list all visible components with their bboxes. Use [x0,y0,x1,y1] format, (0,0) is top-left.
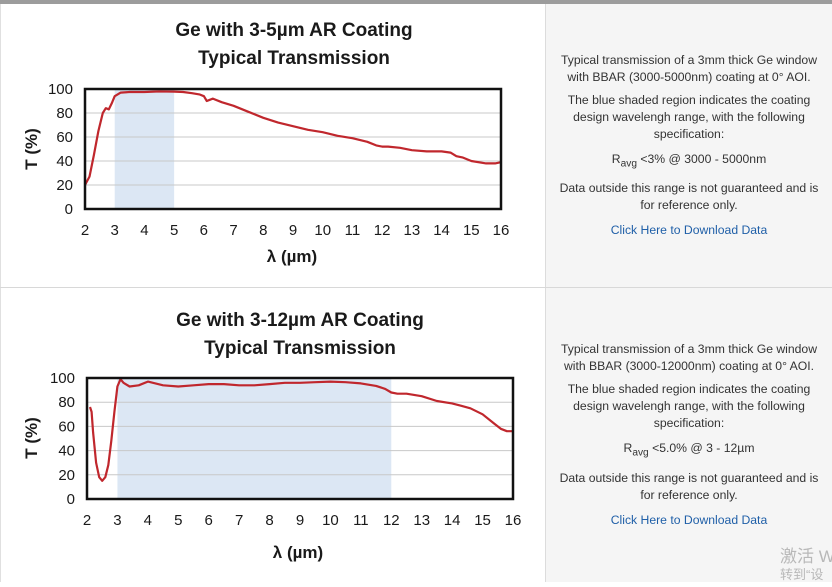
y-tick-label: 40 [58,443,75,460]
x-tick-label: 12 [374,222,391,239]
disclaimer-text: Data outside this range is not guarantee… [559,470,819,502]
activation-watermark: 激活 W 转到“设 [776,542,832,582]
y-tick-label: 40 [56,153,73,170]
x-tick-label: 6 [205,512,213,529]
x-tick-label: 2 [81,222,89,239]
x-tick-label: 11 [353,512,369,529]
watermark-line2: 转到“设 [780,567,824,582]
description-text: Typical transmission of a 3mm thick Ge w… [560,342,818,374]
transmission-chart-3-12um: Ge with 3-12µm AR Coating Typical Transm… [22,310,521,562]
x-tick-label: 5 [174,512,182,529]
chart-title-line2: Typical Transmission [204,338,396,359]
y-tick-label: 20 [56,177,73,194]
x-tick-label: 15 [463,222,480,239]
plot-frame [83,87,503,211]
transmission-line [84,90,502,186]
plot-frame [85,376,515,501]
chart-title-line1: Ge with 3-5µm AR Coating [175,20,412,41]
y-axis-label: T (%) [22,128,41,170]
x-axis-label: λ (µm) [267,247,317,266]
x-tick-label: 4 [140,222,148,239]
y-tick-label: 0 [65,201,73,218]
shaded-region-text: The blue shaded region indicates the coa… [567,92,811,141]
y-tick-label: 60 [58,418,75,435]
chart-cell: Ge with 3-12µm AR Coating Typical Transm… [0,288,546,582]
x-tick-label: 2 [83,512,91,529]
specification: Ravg <3% @ 3000 - 5000nm [612,151,766,172]
x-tick-label: 5 [170,222,178,239]
specification: Ravg <5.0% @ 3 - 12µm [624,440,755,461]
info-panel: Typical transmission of a 3mm thick Ge w… [545,4,832,287]
x-tick-label: 14 [444,512,461,529]
spec-value: <5.0% @ 3 - 12µm [648,441,755,456]
x-tick-label: 13 [413,512,430,529]
x-tick-label: 13 [404,222,421,239]
x-tick-label: 10 [322,512,339,529]
watermark-line1: 激活 W [780,547,832,566]
x-tick-label: 11 [345,222,361,239]
design-range-shading [114,89,175,209]
design-range-shading [117,378,392,499]
x-tick-label: 12 [383,512,400,529]
top-border [0,0,832,4]
disclaimer-text: Data outside this range is not guarantee… [559,181,819,213]
plot-area: 2 3 4 5 6 7 8 9 10 11 12 13 14 15 16 0 20 40 60 80 100 [50,370,521,529]
transmission-line [88,378,513,482]
info-panel: Typical transmission of a 3mm thick Ge w… [545,288,832,582]
download-data-link[interactable]: Click Here to Download Data [610,223,768,238]
y-tick-label: 100 [50,370,75,387]
x-tick-label: 10 [314,222,331,239]
transmission-chart-3-5um: Ge with 3-5µm AR Coating Typical Transmi… [22,20,509,266]
description-text: Typical transmission of a 3mm thick Ge w… [560,52,818,84]
y-tick-label: 0 [67,491,75,508]
y-tick-label: 60 [56,129,73,146]
shaded-region-text: The blue shaded region indicates the coa… [567,382,811,431]
x-tick-label: 9 [289,222,297,239]
spec-value: <3% @ 3000 - 5000nm [636,151,767,166]
chart-cell: Ge with 3-5µm AR Coating Typical Transmi… [0,4,546,287]
x-tick-label: 8 [259,222,267,239]
x-tick-label: 8 [265,512,273,529]
y-tick-label: 100 [48,81,73,98]
product-row-3-12um: Ge with 3-12µm AR Coating Typical Transm… [0,288,832,582]
spec-symbol: R [611,151,621,166]
x-tick-label: 15 [474,512,491,529]
x-tick-label: 4 [144,512,152,529]
y-tick-label: 80 [56,105,73,122]
y-axis-label: T (%) [22,417,41,459]
plot-area: 2 3 4 5 6 7 8 9 10 11 12 13 14 15 16 0 20 40 60 80 100 [48,81,509,239]
x-tick-label: 7 [235,512,243,529]
download-data-link[interactable]: Click Here to Download Data [610,512,768,527]
x-axis-label: λ (µm) [273,543,323,562]
y-tick-label: 80 [58,394,75,411]
chart-title-line2: Typical Transmission [198,48,390,69]
x-tick-label: 14 [433,222,450,239]
x-tick-label: 16 [493,222,510,239]
x-tick-label: 3 [113,512,121,529]
spec-subscript: avg [632,447,649,459]
chart-title-line1: Ge with 3-12µm AR Coating [176,310,424,331]
x-tick-label: 9 [296,512,304,529]
spec-subscript: avg [620,158,637,170]
x-tick-label: 7 [229,222,237,239]
spec-symbol: R [623,441,633,456]
x-tick-label: 16 [505,512,522,529]
y-tick-label: 20 [58,467,75,484]
product-row-3-5um: Ge with 3-5µm AR Coating Typical Transmi… [0,4,832,288]
x-tick-label: 6 [200,222,208,239]
x-tick-label: 3 [111,222,119,239]
